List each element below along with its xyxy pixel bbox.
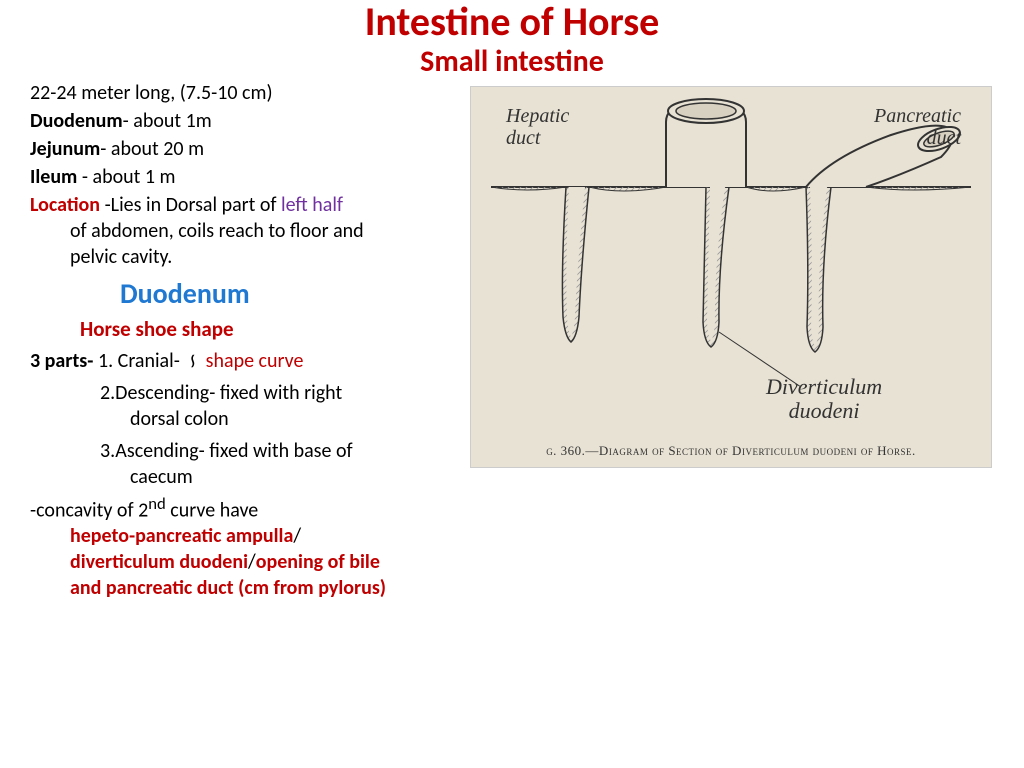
shape-line: Horse shoe shape <box>80 316 460 343</box>
pancreatic-label-text: Pancreaticduct <box>874 105 961 149</box>
ileum-val: - about 1 m <box>82 165 176 189</box>
ileum-label: Ileum <box>30 165 82 189</box>
parts-label: 3 parts- <box>30 349 93 373</box>
page-title: Intestine of Horse <box>0 0 1024 44</box>
jejunum-val: - about 20 m <box>100 137 204 161</box>
duodenum-line: Duodenum- about 1m <box>30 108 460 134</box>
slash1: / <box>293 524 301 548</box>
jejunum-label: Jejunum <box>30 137 100 161</box>
ileum-line: Ileum - about 1 m <box>30 164 460 190</box>
hepatic-label-text: Hepaticduct <box>506 105 569 149</box>
ampulla2: diverticulum duodeni <box>70 550 248 574</box>
part2: 2.Descending- fixed with right dorsal co… <box>100 381 342 431</box>
s-shape-icon: ∽ <box>180 352 206 369</box>
length-line: 22-24 meter long, (7.5-10 cm) <box>30 80 460 106</box>
location-highlight: left half <box>281 193 343 217</box>
concavity-b: curve have <box>166 498 259 522</box>
jejunum-line: Jejunum- about 20 m <box>30 136 460 162</box>
right-column: Hepaticduct Pancreaticduct Diverticulumd… <box>460 80 1004 603</box>
diverticulum-label-text: Diverticulumduodeni <box>766 374 882 423</box>
page-subtitle: Small intestine <box>0 44 1024 80</box>
slash2: / <box>248 550 256 574</box>
part3: 3.Ascending- fixed with base of caecum <box>100 439 353 489</box>
duodenum-val: - about 1m <box>123 109 212 133</box>
parts-line-2: 2.Descending- fixed with right dorsal co… <box>130 380 460 432</box>
concavity-a: -concavity of 2 <box>30 498 148 522</box>
ampulla1: hepeto-pancreatic ampulla <box>70 524 293 548</box>
location-text1: -Lies in Dorsal part of <box>105 193 281 217</box>
diverticulum-label: Diverticulumduodeni <box>766 375 882 423</box>
content-area: 22-24 meter long, (7.5-10 cm) Duodenum- … <box>0 80 1024 603</box>
left-column: 22-24 meter long, (7.5-10 cm) Duodenum- … <box>30 80 460 603</box>
duodenum-label: Duodenum <box>30 109 123 133</box>
hepatic-label: Hepaticduct <box>506 105 569 149</box>
location-line: Location -Lies in Dorsal part of left ha… <box>30 192 460 270</box>
part1-a: 1. Cranial- <box>93 349 184 373</box>
concavity-sup: nd <box>148 494 166 514</box>
duodenum-heading: Duodenum <box>120 276 460 312</box>
parts-line-3: 3.Ascending- fixed with base of caecum <box>130 438 460 490</box>
pancreatic-label: Pancreaticduct <box>874 105 961 149</box>
figure-caption: g. 360.—Diagram of Section of Diverticul… <box>471 443 991 459</box>
part1-b: shape curve <box>201 349 303 373</box>
location-label: Location <box>30 193 105 217</box>
parts-line-1: 3 parts- 1. Cranial- ∽ shape curve <box>30 348 460 374</box>
diagram-box: Hepaticduct Pancreaticduct Diverticulumd… <box>470 86 992 468</box>
concavity-line: -concavity of 2nd curve have hepeto-panc… <box>30 494 460 602</box>
location-text2: of abdomen, coils reach to floor and pel… <box>70 218 400 270</box>
